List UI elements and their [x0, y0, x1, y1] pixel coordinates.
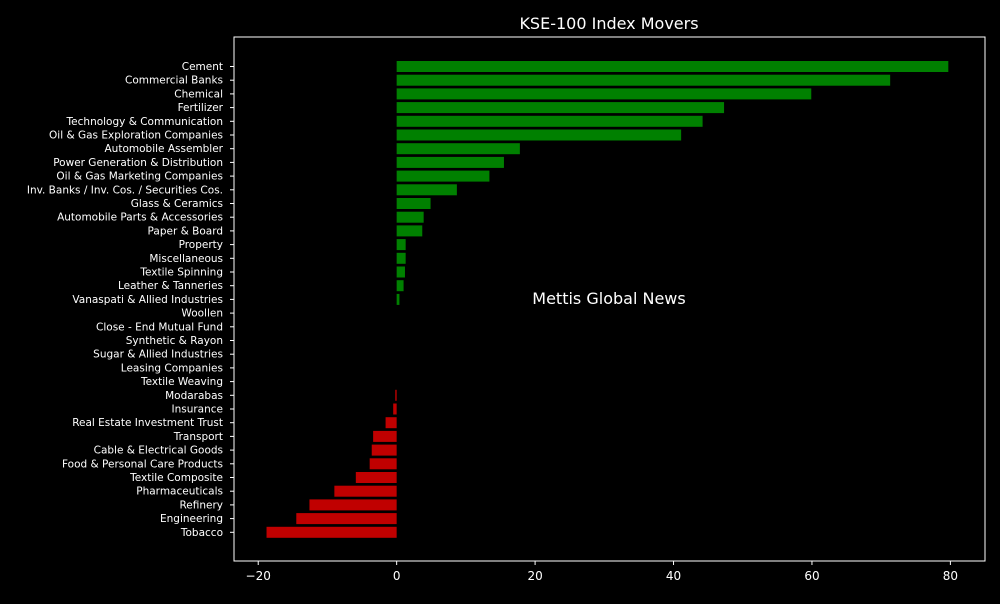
bar-29: [369, 458, 397, 470]
bar-15: [396, 266, 405, 278]
category-label-10: Glass & Ceramics: [131, 198, 223, 210]
category-label-23: Textile Weaving: [140, 376, 223, 388]
category-label-25: Insurance: [171, 404, 223, 416]
x-tick-label-2: 20: [527, 569, 542, 583]
category-label-34: Tobacco: [180, 527, 223, 539]
category-label-24: Modarabas: [165, 390, 223, 402]
category-label-33: Engineering: [160, 513, 223, 525]
category-label-32: Refinery: [179, 499, 223, 511]
x-tick-label-1: 0: [393, 569, 401, 583]
category-label-26: Real Estate Investment Trust: [72, 417, 223, 429]
category-label-29: Food & Personal Care Products: [62, 458, 223, 470]
category-label-31: Pharmaceuticals: [136, 486, 223, 498]
bar-12: [396, 225, 423, 237]
category-label-4: Technology & Communication: [66, 116, 223, 128]
bar-5: [396, 129, 682, 141]
category-label-0: Cement: [182, 61, 223, 73]
bar-25: [393, 403, 397, 415]
bar-11: [396, 211, 424, 223]
category-label-1: Commercial Banks: [125, 75, 223, 87]
x-axis-ticks-group: −20 0 20 40 60 80: [246, 561, 958, 583]
category-label-8: Oil & Gas Marketing Companies: [56, 171, 223, 183]
bar-16: [396, 280, 404, 292]
bar-2: [396, 88, 812, 100]
bar-31: [334, 485, 397, 497]
bar-13: [396, 239, 406, 251]
bar-7: [396, 156, 504, 168]
category-label-27: Transport: [173, 431, 223, 443]
category-label-6: Automobile Assembler: [105, 143, 224, 155]
category-label-11: Automobile Parts & Accessories: [57, 212, 223, 224]
category-label-13: Property: [179, 239, 223, 251]
category-label-17: Vanaspati & Allied Industries: [72, 294, 223, 306]
category-label-21: Sugar & Allied Industries: [93, 349, 223, 361]
bar-26: [385, 417, 397, 429]
bar-3: [396, 102, 725, 114]
category-label-5: Oil & Gas Exploration Companies: [49, 130, 223, 142]
x-tick-label-0: −20: [246, 569, 271, 583]
x-tick-label-5: 80: [943, 569, 958, 583]
bar-32: [309, 499, 397, 511]
bar-6: [396, 143, 520, 155]
category-label-22: Leasing Companies: [121, 362, 223, 374]
category-label-12: Paper & Board: [148, 225, 223, 237]
category-label-20: Synthetic & Rayon: [126, 335, 223, 347]
bar-30: [355, 472, 397, 483]
category-label-19: Close - End Mutual Fund: [96, 321, 223, 333]
bar-9: [396, 184, 457, 196]
bar-34: [266, 526, 397, 538]
bar-8: [396, 170, 490, 182]
category-label-16: Leather & Tanneries: [118, 280, 223, 292]
category-label-2: Chemical: [174, 88, 223, 100]
category-label-28: Cable & Electrical Goods: [94, 445, 223, 457]
bar-1: [396, 74, 891, 86]
bar-10: [396, 198, 431, 209]
x-tick-label-4: 60: [804, 569, 819, 583]
bar-27: [373, 430, 397, 442]
category-label-14: Miscellaneous: [149, 253, 223, 265]
bar-0: [396, 61, 949, 72]
bar-14: [396, 252, 406, 264]
watermark-text: Mettis Global News: [532, 289, 685, 308]
chart-title: KSE-100 Index Movers: [519, 14, 698, 33]
category-label-7: Power Generation & Distribution: [53, 157, 223, 169]
bar-17: [396, 293, 400, 305]
category-label-9: Inv. Banks / Inv. Cos. / Securities Cos.: [27, 184, 223, 196]
x-tick-label-3: 40: [666, 569, 681, 583]
bar-24: [395, 389, 397, 401]
category-label-30: Textile Composite: [129, 472, 223, 484]
category-label-18: Woollen: [181, 308, 223, 320]
bar-28: [371, 444, 397, 456]
category-label-15: Textile Spinning: [139, 267, 223, 279]
bar-4: [396, 115, 703, 127]
bar-33: [296, 513, 397, 525]
bars-group: [266, 61, 949, 538]
category-label-3: Fertilizer: [178, 102, 224, 114]
